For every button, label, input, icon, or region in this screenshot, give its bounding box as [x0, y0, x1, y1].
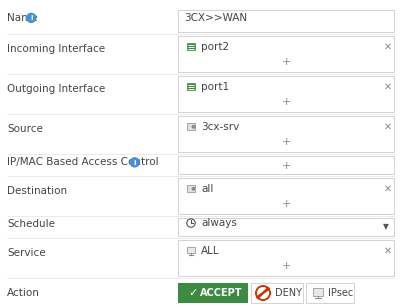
FancyBboxPatch shape	[178, 178, 394, 214]
Text: IP/MAC Based Access Control: IP/MAC Based Access Control	[7, 157, 159, 167]
Text: port2: port2	[201, 42, 229, 52]
Text: ✓: ✓	[188, 288, 197, 298]
Text: ✕: ✕	[384, 122, 392, 132]
FancyBboxPatch shape	[187, 247, 195, 253]
FancyBboxPatch shape	[187, 83, 195, 90]
Text: +: +	[281, 161, 291, 171]
FancyBboxPatch shape	[178, 218, 394, 236]
FancyBboxPatch shape	[178, 116, 394, 152]
Text: 3CX>>WAN: 3CX>>WAN	[184, 13, 247, 23]
Circle shape	[130, 158, 139, 167]
FancyBboxPatch shape	[313, 288, 323, 296]
Text: Destination: Destination	[7, 186, 67, 196]
Text: +: +	[281, 199, 291, 209]
Circle shape	[258, 287, 268, 298]
Text: all: all	[201, 184, 213, 194]
Circle shape	[192, 188, 195, 190]
Text: IPsec: IPsec	[328, 288, 353, 298]
Circle shape	[27, 13, 36, 22]
Text: Outgoing Interface: Outgoing Interface	[7, 84, 106, 94]
Text: +: +	[281, 137, 291, 147]
Text: i: i	[134, 160, 136, 166]
Text: DENY: DENY	[275, 288, 302, 298]
FancyBboxPatch shape	[178, 283, 248, 303]
Text: port1: port1	[201, 82, 229, 92]
FancyBboxPatch shape	[178, 240, 394, 276]
Text: +: +	[281, 97, 291, 107]
FancyBboxPatch shape	[251, 283, 303, 303]
Text: ✕: ✕	[384, 42, 392, 52]
Text: ✕: ✕	[384, 184, 392, 194]
Text: Name: Name	[7, 13, 38, 23]
FancyBboxPatch shape	[187, 185, 195, 192]
Circle shape	[256, 286, 270, 300]
FancyBboxPatch shape	[178, 36, 394, 72]
Text: Source: Source	[7, 124, 43, 134]
Text: ACCEPT: ACCEPT	[200, 288, 242, 298]
Text: ▼: ▼	[383, 222, 389, 232]
FancyBboxPatch shape	[178, 76, 394, 112]
Text: +: +	[281, 57, 291, 67]
Text: +: +	[281, 261, 291, 271]
Text: Schedule: Schedule	[7, 219, 55, 229]
FancyBboxPatch shape	[187, 43, 195, 50]
Text: Service: Service	[7, 248, 46, 258]
Text: 3cx-srv: 3cx-srv	[201, 122, 239, 132]
Text: Incoming Interface: Incoming Interface	[7, 44, 105, 54]
FancyBboxPatch shape	[178, 156, 394, 174]
Text: ALL: ALL	[201, 246, 220, 256]
FancyBboxPatch shape	[187, 123, 195, 130]
Text: Action: Action	[7, 288, 40, 298]
Text: always: always	[201, 218, 237, 228]
FancyBboxPatch shape	[178, 10, 394, 32]
Text: ✕: ✕	[384, 82, 392, 92]
Circle shape	[192, 126, 195, 128]
Text: ✕: ✕	[384, 246, 392, 256]
FancyBboxPatch shape	[306, 283, 354, 303]
Text: i: i	[30, 15, 32, 21]
